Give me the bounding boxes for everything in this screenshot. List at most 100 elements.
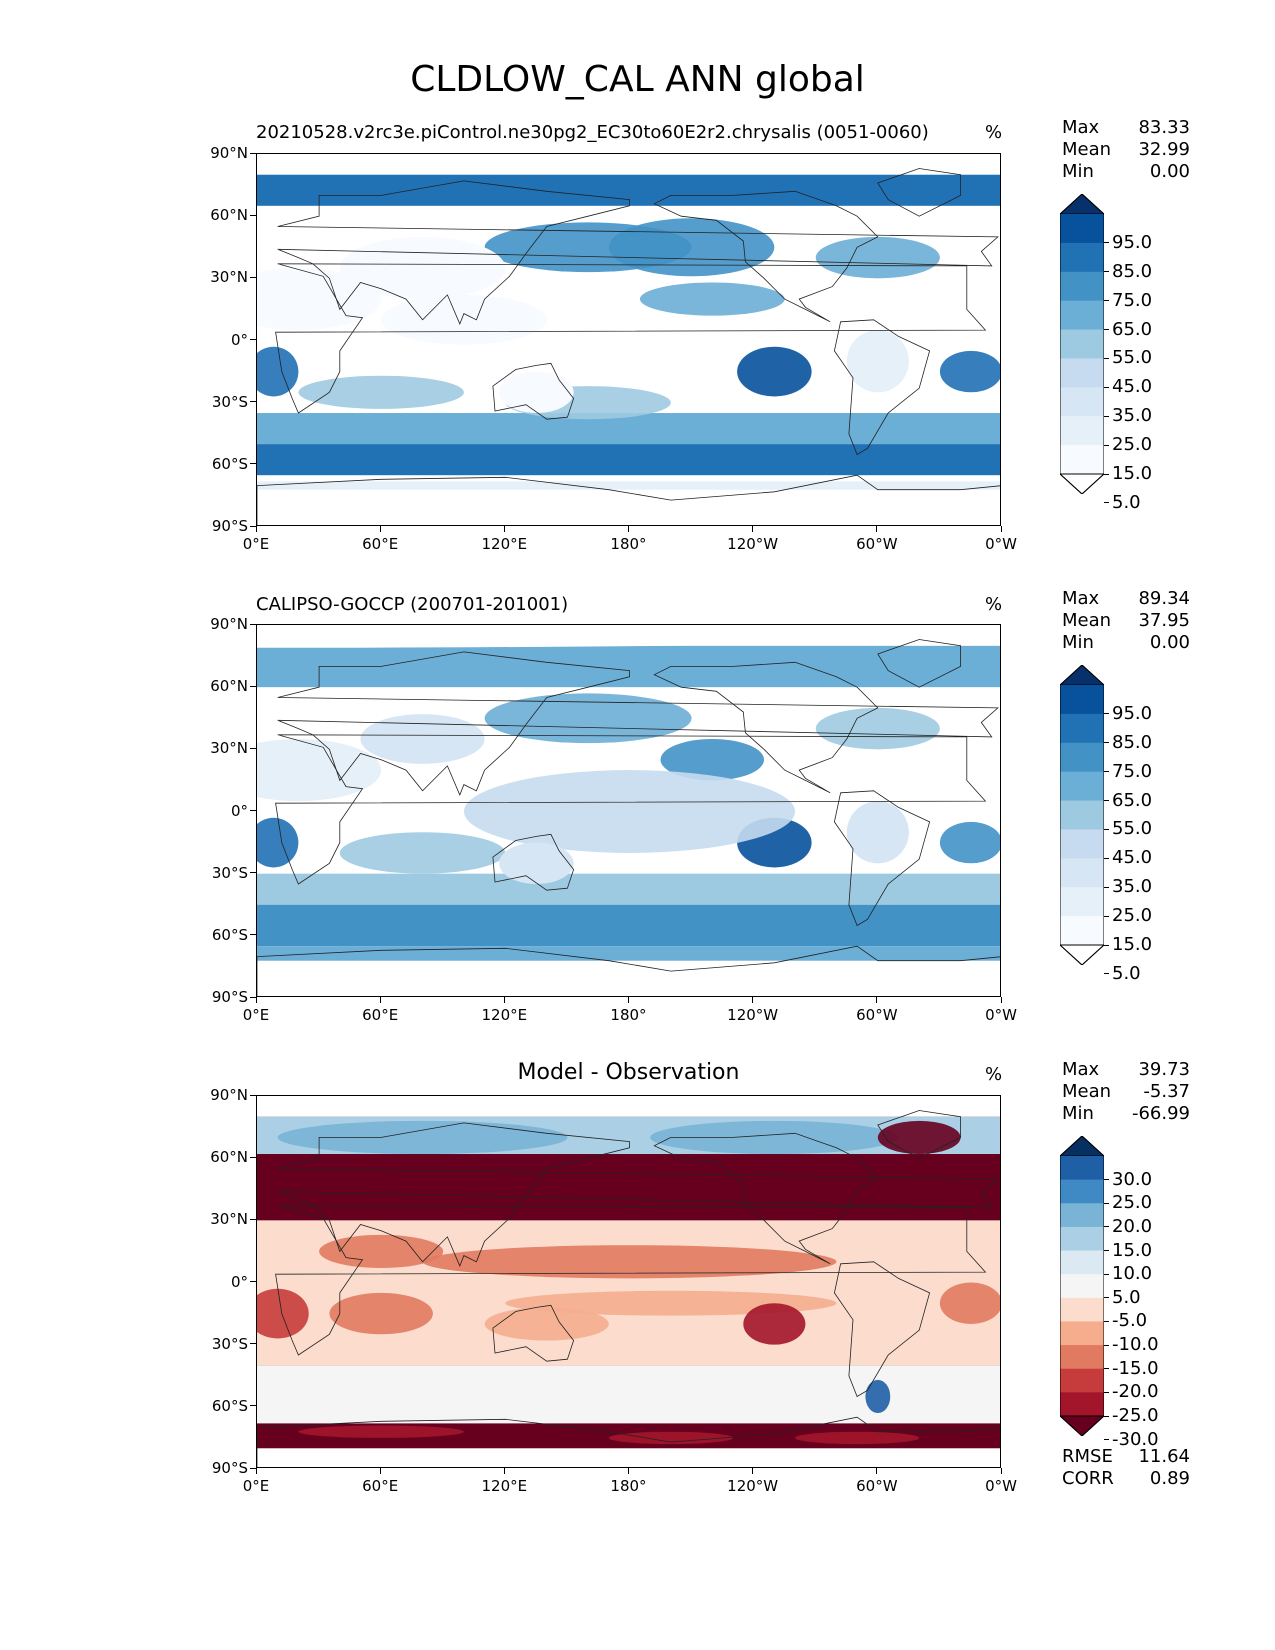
lon-tick-label: 120°W	[727, 1006, 779, 1024]
colorbar-label: 75.0	[1112, 289, 1153, 311]
colorbar-tick	[1104, 444, 1109, 446]
colorbar	[1060, 1136, 1104, 1436]
colorbar-label: -25.0	[1112, 1405, 1159, 1426]
lon-tick	[628, 997, 629, 1003]
colorbar-tick	[1104, 828, 1109, 830]
colorbar-tick	[1104, 1415, 1109, 1417]
lat-tick	[250, 1281, 256, 1282]
units-label: %	[985, 122, 1003, 143]
colorbar-label: 5.0	[1112, 491, 1141, 513]
stat-min: Min 0.00	[1062, 632, 1190, 653]
lon-tick	[752, 997, 754, 1003]
lon-tick-label: 120°E	[481, 1006, 528, 1024]
lat-tick	[250, 339, 256, 340]
colorbar	[1060, 665, 1104, 965]
colorbar-tick	[1104, 1202, 1109, 1204]
colorbar-tick	[1104, 242, 1109, 244]
colorbar-tick	[1104, 1391, 1109, 1393]
colorbar-label: 15.0	[1112, 934, 1153, 955]
lat-tick	[250, 996, 256, 998]
colorbar-label: 5.0	[1112, 1286, 1141, 1308]
colorbar-label: 45.0	[1112, 847, 1153, 869]
lat-tick	[250, 1094, 256, 1096]
lon-tick	[255, 526, 257, 532]
lon-tick-label: 60°W	[856, 1006, 898, 1024]
lon-tick-label: 0°E	[242, 1006, 270, 1024]
colorbar-tick	[1104, 502, 1109, 504]
panel-title: Model - Observation	[517, 1060, 740, 1085]
colorbar-tick	[1104, 771, 1109, 773]
colorbar-tick	[1104, 713, 1109, 715]
colorbar-tick	[1104, 973, 1109, 975]
stat-rmse: RMSE 11.64	[1062, 1446, 1190, 1467]
lon-tick-label: 60°E	[362, 1477, 399, 1495]
lat-tick-label: 60°S	[211, 454, 248, 473]
lon-tick-label: 180°	[610, 1006, 647, 1024]
lat-tick-label: 90°S	[211, 517, 248, 535]
colorbar-label: 95.0	[1112, 231, 1153, 253]
lon-tick-label: 0°E	[242, 535, 270, 553]
stat-max: Max 83.33	[1062, 117, 1190, 138]
lon-tick-label: 60°W	[856, 1477, 898, 1495]
lat-tick-label: 90°S	[211, 1459, 248, 1477]
lon-tick	[1000, 997, 1002, 1003]
colorbar-tick	[1104, 415, 1109, 417]
colorbar-tick	[1104, 915, 1109, 917]
colorbar-tick	[1104, 1226, 1109, 1228]
colorbar-tick	[1104, 857, 1109, 859]
lon-tick-label: 0°E	[242, 1477, 270, 1495]
panel-model: 20210528.v2rc3e.piControl.ne30pg2_EC30to…	[0, 0, 1275, 553]
lon-tick	[752, 1468, 754, 1474]
colorbar-tick	[1104, 1297, 1109, 1299]
lat-tick	[250, 1343, 256, 1345]
lat-tick-label: 90°N	[210, 1086, 248, 1104]
lon-tick	[1000, 1468, 1002, 1474]
lon-tick	[1000, 526, 1002, 532]
lon-tick-label: 120°W	[727, 1477, 779, 1495]
colorbar-label: 25.0	[1112, 1192, 1153, 1214]
colorbar-tick	[1104, 386, 1109, 388]
stat-mean: Mean -5.37	[1062, 1081, 1190, 1102]
colorbar-label: 10.0	[1112, 1263, 1153, 1285]
units-label: %	[985, 594, 1003, 615]
lat-tick	[250, 1156, 256, 1158]
colorbar-label: 65.0	[1112, 318, 1153, 340]
colorbar-tick	[1104, 300, 1109, 302]
colorbar-label: 5.0	[1112, 962, 1141, 984]
lat-tick	[250, 152, 256, 154]
colorbar-tick	[1104, 800, 1109, 802]
lon-tick	[255, 1468, 257, 1474]
colorbar-tick	[1104, 473, 1109, 475]
lat-tick-label: 60°S	[211, 925, 248, 944]
stats-box: Max 83.33 Mean 32.99 Min 0.00	[1062, 117, 1190, 183]
lon-tick	[503, 1468, 505, 1474]
lat-tick	[250, 463, 256, 465]
lon-tick	[379, 997, 381, 1003]
lat-tick-label: 60°S	[211, 1396, 248, 1415]
lon-tick-label: 120°E	[481, 1477, 528, 1495]
map-difference	[256, 1095, 1001, 1468]
lon-tick-label: 120°W	[727, 535, 779, 553]
colorbar-tick	[1104, 742, 1109, 744]
lon-tick	[628, 1468, 629, 1474]
colorbar-tick	[1104, 944, 1109, 946]
colorbar-label: -20.0	[1112, 1381, 1159, 1403]
colorbar-label: -10.0	[1112, 1334, 1159, 1356]
stat-max: Max 89.34	[1062, 588, 1190, 609]
lat-tick-label: 60°N	[210, 677, 248, 696]
units-label: %	[985, 1064, 1003, 1085]
colorbar-label: 55.0	[1112, 818, 1153, 840]
lat-tick	[250, 1405, 256, 1407]
colorbar-tick	[1104, 886, 1109, 888]
colorbar-label: 25.0	[1112, 905, 1153, 927]
colorbar-label: 85.0	[1112, 731, 1153, 753]
lat-tick-label: 30°S	[211, 392, 248, 411]
lon-tick	[503, 526, 505, 532]
stats-box: Max 39.73 Mean -5.37 Min -66.99	[1062, 1059, 1190, 1125]
lon-tick-label: 0°W	[985, 1006, 1017, 1024]
colorbar-tick	[1104, 329, 1109, 331]
lat-tick-label: 90°S	[211, 988, 248, 1006]
lat-tick	[250, 525, 256, 527]
panel-title: 20210528.v2rc3e.piControl.ne30pg2_EC30to…	[256, 122, 929, 143]
colorbar-label: 55.0	[1112, 347, 1153, 369]
